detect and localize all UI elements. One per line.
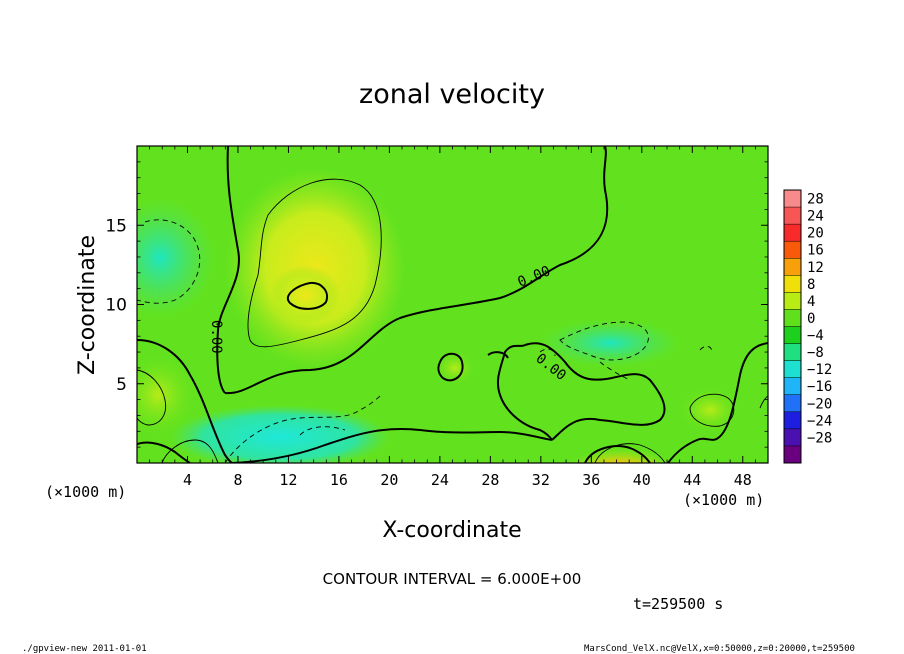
footer-right: MarsCond_VelX.nc@VelX,x=0:50000,z=0:2000…: [584, 644, 855, 654]
x-tick-label: 8: [233, 471, 242, 489]
colorbar-swatch: [784, 224, 801, 242]
colorbar-swatch: [784, 326, 801, 345]
colorbar-swatch: [784, 241, 801, 259]
x-tick-label: 12: [279, 471, 297, 489]
colorbar-label: −28: [807, 430, 832, 446]
x-tick-label: 48: [734, 471, 752, 489]
colorbar-swatch: [784, 190, 801, 208]
y-tick-label: 5: [116, 375, 127, 395]
colorbar-label: 0: [807, 311, 815, 327]
colorbar-swatch: [784, 360, 801, 379]
colorbar-swatch: [784, 343, 801, 362]
x-tick-label: 36: [582, 471, 600, 489]
chart-title: zonal velocity: [359, 79, 545, 110]
y-unit-label: (×1000 m): [683, 491, 764, 509]
y-tick-label: 10: [105, 296, 127, 316]
colorbar-label: 20: [807, 226, 824, 242]
x-tick-label: 44: [683, 471, 701, 489]
contour-label: 0.00: [208, 320, 224, 354]
colorbar-swatch: [784, 207, 801, 225]
colorbar-label: −20: [807, 396, 832, 412]
x-tick-label: 4: [183, 471, 192, 489]
colorbar-label: −24: [807, 413, 832, 429]
colorbar-swatch: [784, 428, 801, 447]
colorbar-label: −12: [807, 362, 832, 378]
colorbar-swatch: [784, 275, 801, 293]
x-tick-label: 16: [330, 471, 348, 489]
x-tick-label: 40: [633, 471, 651, 489]
time-label: t=259500 s: [633, 595, 723, 613]
colorbar-label: −8: [807, 345, 824, 361]
colorbar-swatch: [784, 292, 801, 310]
colorbar-label: 8: [807, 277, 815, 293]
colorbar-swatch: [784, 411, 801, 430]
x-axis: 4 8 12 16 20 24 28 32 36 40 44 48: [149, 146, 769, 489]
colorbar-label: 12: [807, 260, 824, 276]
colorbar-swatch: [784, 309, 801, 327]
contour-interval: CONTOUR INTERVAL = 6.000E+00: [323, 570, 582, 588]
colorbar-swatch: [784, 394, 801, 413]
x-tick-label: 32: [532, 471, 550, 489]
colorbar-label: 28: [807, 192, 824, 208]
y-axis: 5 10 15: [105, 161, 768, 448]
colorbar-label: −4: [807, 328, 824, 344]
colorbar-label: 4: [807, 294, 815, 310]
colorbar-label: 16: [807, 243, 824, 259]
x-axis-title: X-coordinate: [382, 518, 521, 543]
colorbar-swatch: [784, 377, 801, 396]
plot-area: [137, 146, 768, 463]
y-tick-label: 15: [105, 216, 127, 236]
x-unit-label: (×1000 m): [45, 483, 126, 501]
footer-left: ./gpview-new 2011-01-01: [22, 644, 147, 654]
y-axis-title: Z-coordinate: [75, 235, 100, 375]
colorbar-label: 24: [807, 209, 824, 225]
colorbar-swatch: [784, 258, 801, 276]
colorbar-label: −16: [807, 379, 832, 395]
colorbar-swatch: [784, 445, 801, 464]
x-tick-label: 28: [481, 471, 499, 489]
x-tick-label: 20: [380, 471, 398, 489]
x-tick-label: 24: [431, 471, 449, 489]
